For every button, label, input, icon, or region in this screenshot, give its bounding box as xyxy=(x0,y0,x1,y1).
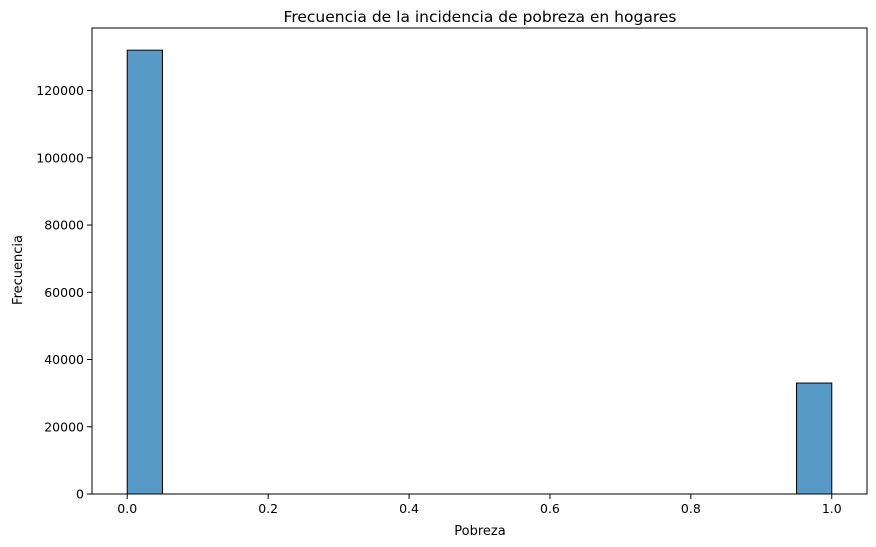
x-tick-label: 0.0 xyxy=(117,501,137,516)
y-tick-label: 0 xyxy=(76,487,84,502)
y-tick-label: 60000 xyxy=(44,285,84,300)
histogram-bar-0 xyxy=(126,49,163,495)
axes: 0.0 0.2 0.4 0.6 0.8 1.0 0 20000 40000 60000 80000 1… xyxy=(36,27,868,516)
y-tick-label: 80000 xyxy=(44,218,84,233)
x-axis-label: Pobreza xyxy=(454,524,505,539)
y-tick-label: 40000 xyxy=(44,352,84,367)
chart-title: Frecuencia de la incidencia de pobreza e… xyxy=(284,8,677,26)
y-tick-label: 100000 xyxy=(36,150,84,165)
y-tick-label: 20000 xyxy=(44,419,84,434)
x-tick-label: 0.4 xyxy=(399,501,419,516)
x-tick-label: 0.6 xyxy=(540,501,560,516)
histogram-bar-1 xyxy=(796,382,833,495)
x-tick-label: 0.8 xyxy=(681,501,701,516)
y-axis-label: Frecuencia xyxy=(11,235,26,305)
x-tick-label: 1.0 xyxy=(822,501,842,516)
x-tick-label: 0.2 xyxy=(258,501,278,516)
plot-frame xyxy=(91,27,868,495)
bars xyxy=(126,49,833,495)
y-tick-label: 120000 xyxy=(36,83,84,98)
